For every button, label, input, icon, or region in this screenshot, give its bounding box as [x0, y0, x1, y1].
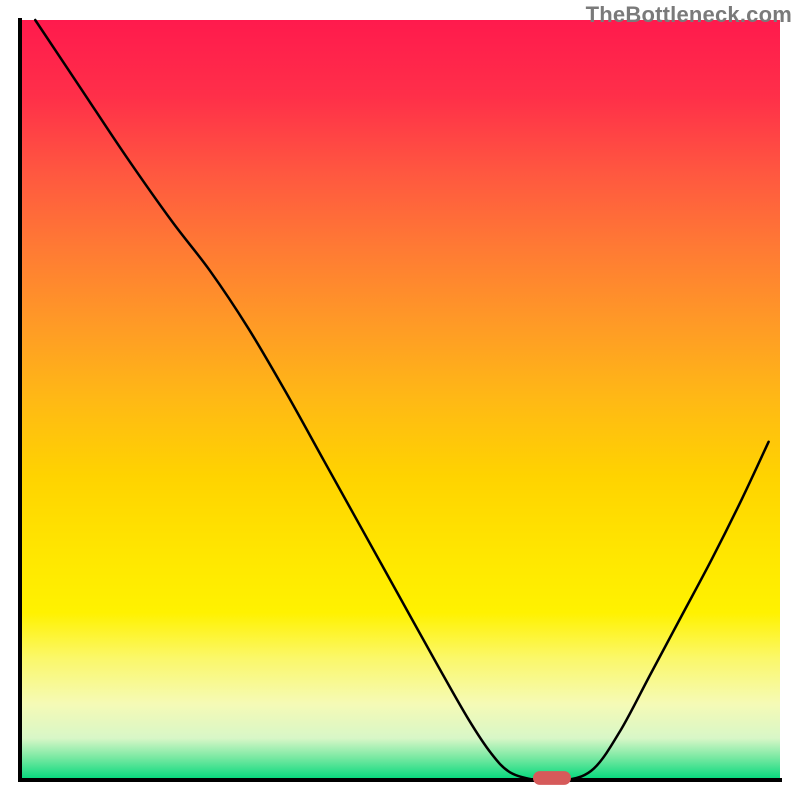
chart-background	[20, 20, 780, 780]
chart-svg	[0, 0, 800, 800]
bottleneck-chart: TheBottleneck.com	[0, 0, 800, 800]
optimal-marker	[533, 771, 571, 785]
watermark-label: TheBottleneck.com	[586, 2, 792, 28]
